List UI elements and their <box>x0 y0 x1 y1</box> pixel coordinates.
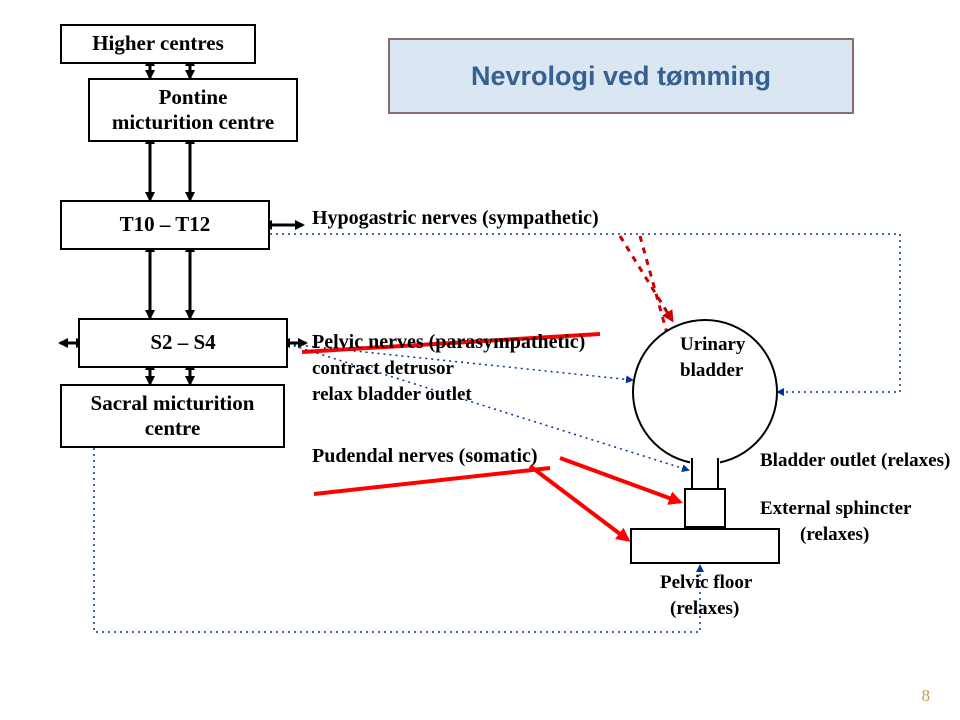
box-s2: S2 – S4 <box>78 318 288 368</box>
box-pontine-text: Pontine micturition centre <box>112 85 274 135</box>
label-urinary: Urinary <box>680 334 745 357</box>
label-pudendal: Pudendal nerves (somatic) <box>312 444 538 468</box>
label-pelvic-floor: Pelvic floor <box>660 572 752 595</box>
label-relax-outlet: relax bladder outlet <box>312 384 472 407</box>
label-ext-sphincter: External sphincter <box>760 498 911 521</box>
label-pelvic-nerves: Pelvic nerves (parasympathetic) <box>312 330 585 354</box>
label-bladder: bladder <box>680 360 743 383</box>
label-ext-sphincter2: (relaxes) <box>800 524 869 547</box>
label-pelvic3-text: relax bladder outlet <box>312 384 472 405</box>
label-boutlet-text: Bladder outlet (relaxes) <box>760 450 950 471</box>
title-text: Nevrologi ved tømming <box>471 61 771 92</box>
box-pelvic-floor <box>630 528 780 564</box>
label-pfloor2-text: (relaxes) <box>670 598 739 619</box>
box-pontine: Pontine micturition centre <box>88 78 298 142</box>
label-hypogastric: Hypogastric nerves (sympathetic) <box>312 206 599 230</box>
box-higher-text: Higher centres <box>92 31 224 56</box>
label-urinary-text: Urinary <box>680 334 745 355</box>
page-number: 8 <box>922 686 931 706</box>
box-t10-text: T10 – T12 <box>120 212 211 237</box>
box-sacral-text: Sacral micturition centre <box>91 391 255 441</box>
title-box: Nevrologi ved tømming <box>388 38 854 114</box>
label-pelvic1-text: Pelvic nerves (parasympathetic) <box>312 331 585 353</box>
box-sphincter <box>684 488 726 528</box>
label-pudendal-text: Pudendal nerves (somatic) <box>312 445 538 467</box>
box-t10: T10 – T12 <box>60 200 270 250</box>
label-extsp2-text: (relaxes) <box>800 524 869 545</box>
label-bladder-text: bladder <box>680 360 743 381</box>
label-pfloor1-text: Pelvic floor <box>660 572 752 593</box>
box-sacral: Sacral micturition centre <box>60 384 285 448</box>
box-higher-centres: Higher centres <box>60 24 256 64</box>
page-number-text: 8 <box>922 686 931 705</box>
label-pelvic2-text: contract detrusor <box>312 358 454 379</box>
label-pelvic-floor2: (relaxes) <box>670 598 739 621</box>
diagram-stage: { "title": { "text": "Nevrologi ved tømm… <box>0 0 960 720</box>
label-bladder-outlet: Bladder outlet (relaxes) <box>760 450 950 473</box>
label-extsp1-text: External sphincter <box>760 498 911 519</box>
label-hypogastric-text: Hypogastric nerves (sympathetic) <box>312 207 599 229</box>
box-s2-text: S2 – S4 <box>150 330 215 355</box>
label-contract-detrusor: contract detrusor <box>312 358 454 381</box>
